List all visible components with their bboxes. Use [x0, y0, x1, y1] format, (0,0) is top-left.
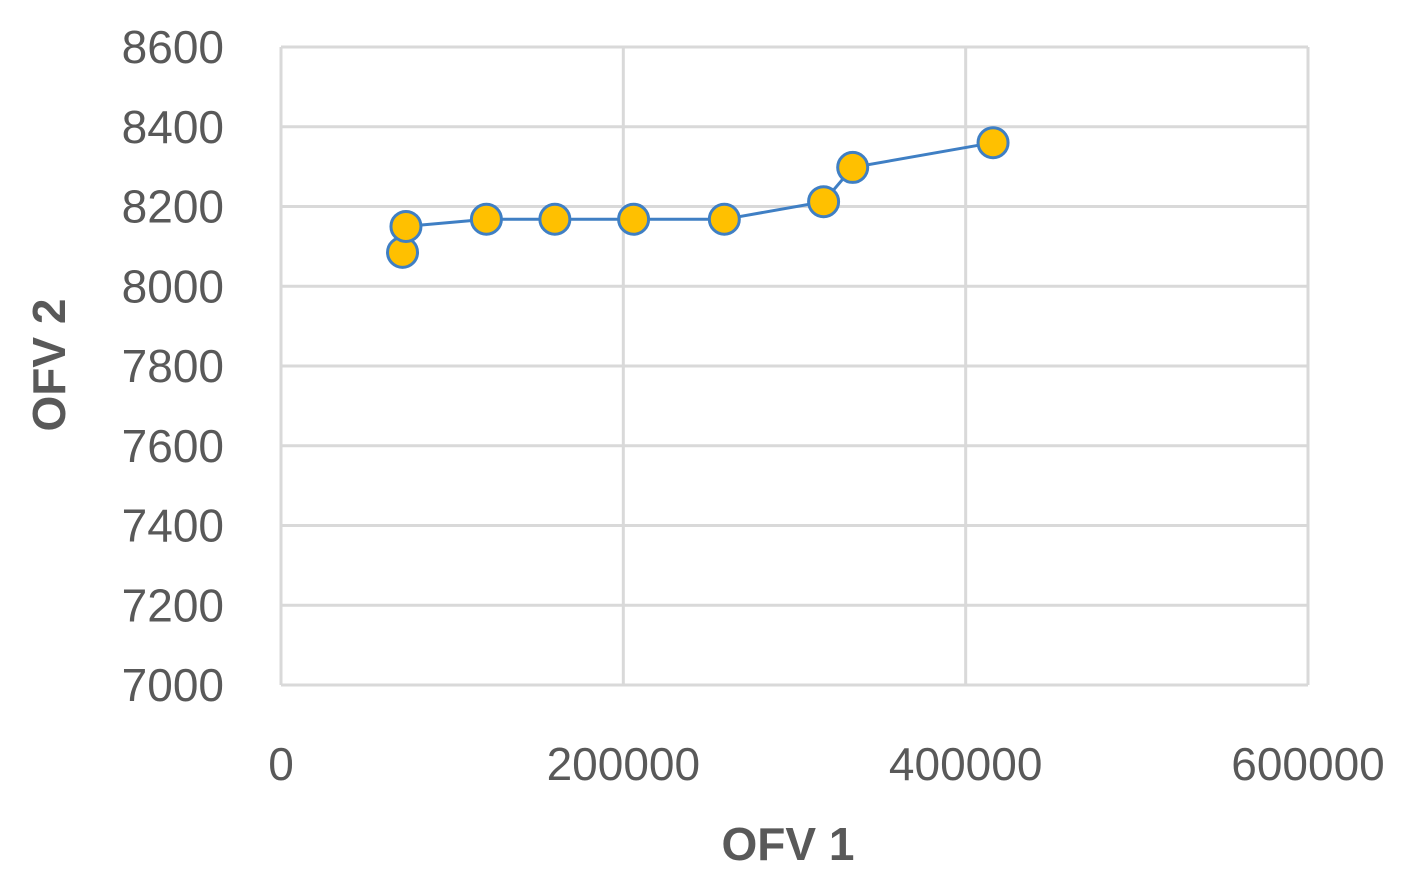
data-points	[386, 126, 1010, 269]
data-point	[807, 185, 841, 219]
x-axis-title: OFV 1	[722, 818, 855, 870]
x-tick-label: 200000	[547, 738, 701, 790]
y-tick-label: 7800	[122, 340, 224, 392]
y-tick-label: 7400	[122, 500, 224, 552]
y-tick-label: 8600	[122, 21, 224, 73]
data-point	[389, 209, 423, 243]
x-tick-label: 400000	[889, 738, 1043, 790]
y-axis-tick-labels: 7000 7200 7400 7600 7800 8000 8200 8400 8600	[122, 21, 224, 711]
y-axis-title: OFV 2	[23, 299, 75, 432]
data-point	[976, 126, 1010, 160]
y-tick-label: 8200	[122, 181, 224, 233]
y-tick-label: 7000	[122, 659, 224, 711]
grid-lines	[279, 45, 1310, 687]
y-tick-label: 7600	[122, 420, 224, 472]
x-tick-label: 0	[268, 738, 294, 790]
y-tick-label: 8400	[122, 101, 224, 153]
y-tick-label: 8000	[122, 260, 224, 312]
x-tick-label: 600000	[1231, 738, 1385, 790]
data-point	[538, 202, 572, 236]
data-point	[617, 202, 651, 236]
data-point	[469, 202, 503, 236]
y-tick-label: 7200	[122, 579, 224, 631]
data-point	[707, 202, 741, 236]
x-axis-tick-labels: 0 200000 400000 600000	[268, 738, 1385, 790]
data-point	[836, 150, 870, 184]
